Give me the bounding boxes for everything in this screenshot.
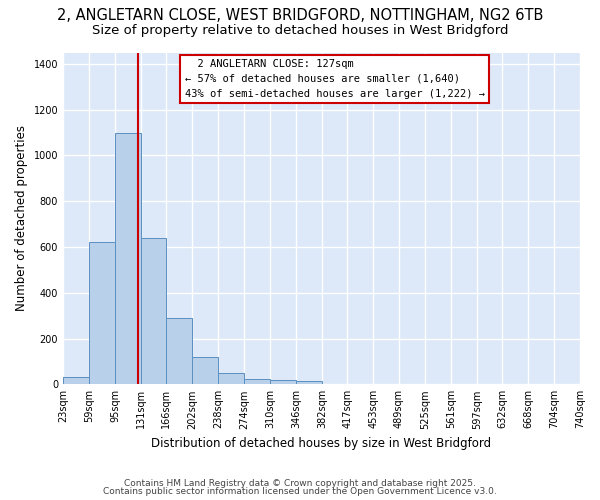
Text: 2 ANGLETARN CLOSE: 127sqm
← 57% of detached houses are smaller (1,640)
43% of se: 2 ANGLETARN CLOSE: 127sqm ← 57% of detac… (185, 59, 485, 98)
Bar (166, 318, 192, 384)
Bar (270, 380, 296, 384)
Text: Contains public sector information licensed under the Open Government Licence v3: Contains public sector information licen… (103, 487, 497, 496)
X-axis label: Distribution of detached houses by size in West Bridgford: Distribution of detached houses by size … (151, 437, 491, 450)
Bar (141, 238, 166, 384)
Y-axis label: Number of detached properties: Number of detached properties (15, 126, 28, 312)
Bar (89, 242, 115, 384)
Bar (192, 357, 218, 384)
Text: Contains HM Land Registry data © Crown copyright and database right 2025.: Contains HM Land Registry data © Crown c… (124, 478, 476, 488)
Text: 2, ANGLETARN CLOSE, WEST BRIDGFORD, NOTTINGHAM, NG2 6TB: 2, ANGLETARN CLOSE, WEST BRIDGFORD, NOTT… (57, 8, 543, 22)
Bar (218, 373, 244, 384)
Bar (115, 132, 141, 384)
Bar (244, 378, 270, 384)
Bar (63, 378, 89, 384)
Text: Size of property relative to detached houses in West Bridgford: Size of property relative to detached ho… (92, 24, 508, 37)
Bar (296, 381, 322, 384)
